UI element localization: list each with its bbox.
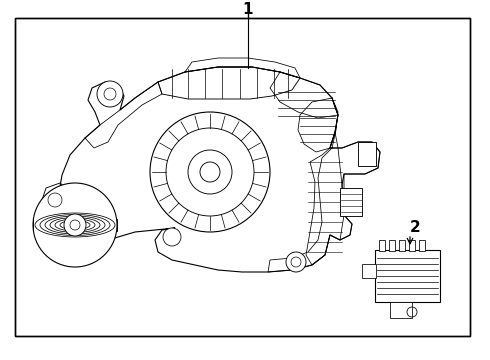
- Circle shape: [70, 220, 80, 230]
- Bar: [15, 18, 470, 336]
- Bar: [340, 188, 362, 216]
- Circle shape: [97, 81, 123, 107]
- Bar: [399, 240, 405, 251]
- Circle shape: [200, 162, 220, 182]
- Bar: [358, 142, 376, 166]
- Circle shape: [64, 214, 86, 236]
- Circle shape: [286, 252, 306, 272]
- Bar: [409, 240, 415, 251]
- Bar: [419, 240, 425, 251]
- Text: 2: 2: [410, 220, 420, 235]
- Bar: [15, 18, 470, 336]
- Circle shape: [150, 112, 270, 232]
- Bar: [362, 264, 376, 278]
- Bar: [390, 302, 412, 318]
- Circle shape: [163, 228, 181, 246]
- Bar: [389, 240, 395, 251]
- Bar: [375, 250, 440, 302]
- Text: 1: 1: [243, 3, 253, 18]
- Bar: [379, 240, 385, 251]
- Circle shape: [33, 183, 117, 267]
